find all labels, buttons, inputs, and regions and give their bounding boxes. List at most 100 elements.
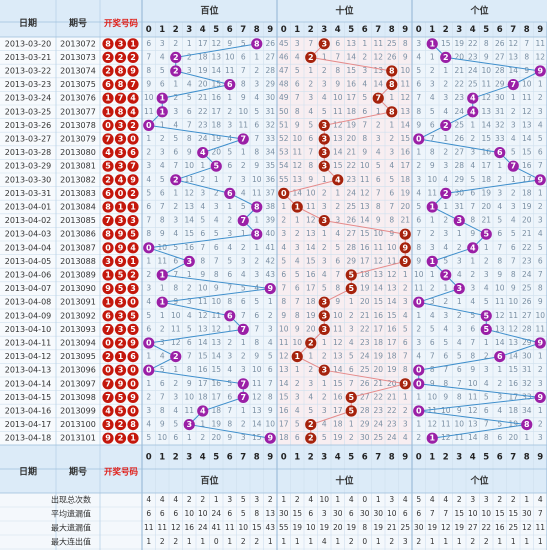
omission-value: 15	[184, 229, 194, 238]
digit-header: 0	[146, 25, 152, 35]
omission-value: 15	[360, 229, 370, 238]
hit-ball	[440, 51, 452, 64]
stats-value: 16	[495, 523, 505, 532]
issue: 2013096	[60, 366, 96, 375]
hit-digit: 5	[348, 393, 354, 402]
stats-value: 8	[362, 523, 367, 532]
omission-value: 3	[268, 324, 273, 333]
hit-ball	[413, 296, 425, 308]
digit-header: 7	[375, 25, 381, 35]
omission-value: 10	[306, 188, 316, 197]
digit-header: 5	[483, 25, 489, 35]
omission-value: 18	[333, 420, 343, 429]
omission-value: 3	[241, 433, 246, 442]
issue: 2013095	[60, 352, 96, 361]
draw-digit: 5	[105, 162, 111, 171]
omission-value: 6	[173, 433, 178, 442]
omission-value: 2	[160, 324, 165, 333]
draw-digit: 1	[130, 39, 136, 48]
issue: 2013072	[60, 39, 96, 48]
digit-header: 2	[443, 453, 449, 463]
omission-value: 7	[187, 120, 192, 129]
omission-value: 1	[187, 39, 192, 48]
stats-value: 6	[349, 509, 354, 518]
omission-value: 8	[362, 134, 367, 143]
omission-value: 10	[171, 311, 181, 320]
omission-value: 2	[241, 243, 246, 252]
omission-value: 10	[225, 52, 235, 61]
omission-value: 3	[457, 324, 462, 333]
omission-value: 9	[308, 175, 313, 184]
omission-value: 16	[279, 406, 289, 415]
stats-value: 19	[427, 523, 437, 532]
draw-digit: 5	[118, 271, 124, 280]
omission-value: 9	[160, 229, 165, 238]
draw-digit: 2	[105, 175, 111, 184]
omission-value: 3	[443, 161, 448, 170]
omission-value: 11	[198, 297, 208, 306]
omission-value: 20	[387, 379, 397, 388]
omission-value: 5	[160, 365, 165, 374]
hit-ball	[197, 147, 209, 159]
draw-ball	[114, 65, 127, 77]
draw-digit: 9	[118, 230, 124, 239]
draw-ball	[127, 310, 139, 322]
omission-value: 6	[335, 39, 340, 48]
omission-value: 1	[443, 284, 448, 293]
draw-digit: 0	[105, 366, 111, 375]
draw-ball	[102, 364, 114, 376]
stats-value: 4	[322, 537, 327, 546]
draw-digit: 2	[130, 121, 136, 130]
stats-value: 2	[389, 537, 394, 546]
date: 2013-04-03	[5, 230, 52, 239]
stats-value: 13	[265, 509, 275, 518]
hit-digit: 6	[227, 80, 233, 89]
omission-value: 13	[360, 202, 370, 211]
draw-ball	[102, 201, 114, 213]
omission-value: 1	[254, 216, 259, 225]
hit-ball	[264, 283, 276, 295]
digit-header: 0	[416, 453, 422, 463]
omission-value: 12	[508, 324, 518, 333]
draw-ball	[102, 337, 114, 349]
stats-value: 4	[173, 495, 178, 504]
omission-value: 15	[211, 365, 221, 374]
draw-digit: 7	[118, 94, 124, 103]
hit-ball	[318, 310, 330, 322]
issue: 2013089	[60, 271, 96, 280]
omission-value: 3	[295, 39, 300, 48]
draw-ball	[127, 38, 139, 50]
omission-value: 7	[376, 188, 381, 197]
omission-value: 30	[522, 352, 532, 361]
draw-digit: 0	[105, 339, 111, 348]
omission-value: 31	[454, 202, 464, 211]
draw-ball	[114, 187, 127, 199]
omission-value: 5	[376, 161, 381, 170]
omission-value: 15	[198, 352, 208, 361]
omission-value: 12	[252, 392, 262, 401]
omission-value: 1	[173, 365, 178, 374]
draw-digit: 2	[118, 53, 124, 62]
hit-digit: 3	[321, 121, 327, 130]
hit-digit: 5	[348, 284, 354, 293]
stats-value: 1	[430, 537, 435, 546]
omission-value: 14	[333, 148, 343, 157]
omission-value: 2	[430, 284, 435, 293]
digit-header: 6	[362, 453, 368, 463]
draw-ball	[114, 391, 127, 403]
omission-value: 32	[265, 120, 275, 129]
hit-digit: 1	[429, 39, 435, 48]
omission-value: 8	[443, 379, 448, 388]
stats-value: 2	[511, 495, 516, 504]
omission-value: 4	[227, 365, 232, 374]
omission-value: 3	[160, 338, 165, 347]
omission-value: 20	[373, 365, 383, 374]
draw-ball	[102, 283, 114, 295]
omission-value: 7	[457, 379, 462, 388]
omission-value: 9	[214, 284, 219, 293]
omission-value: 3	[227, 229, 232, 238]
omission-value: 24	[468, 66, 478, 75]
omission-value: 18	[373, 338, 383, 347]
date: 2013-04-10	[5, 325, 52, 334]
digit-header: 6	[497, 25, 503, 35]
